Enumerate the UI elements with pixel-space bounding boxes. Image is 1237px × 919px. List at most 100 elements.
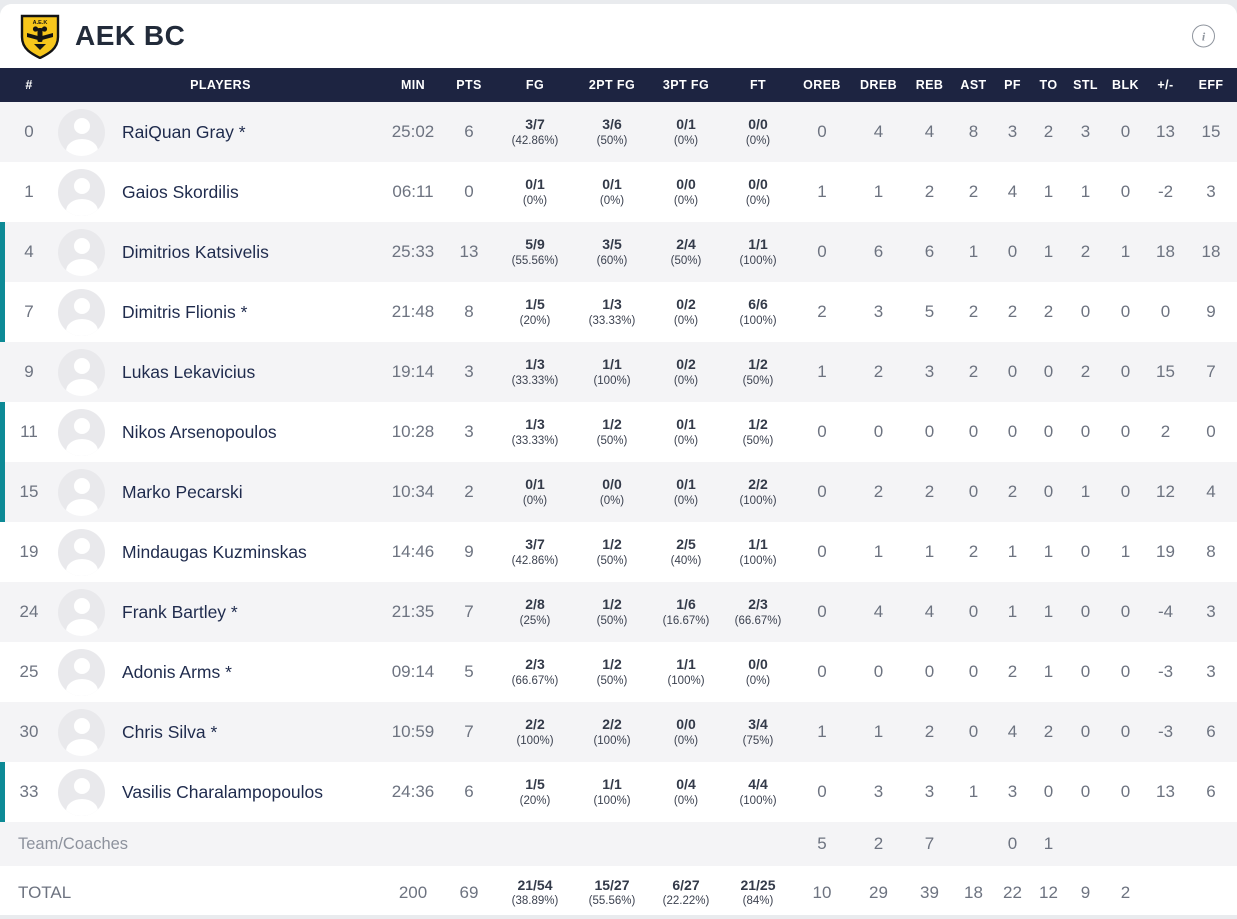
total-ft-cell-made-attempted: 21/25 xyxy=(740,876,776,893)
player-name: Adonis Arms * xyxy=(122,661,232,682)
minutes-value: 09:14 xyxy=(391,662,435,681)
fg3-cell-percentage: (16.67%) xyxy=(662,614,710,627)
oreb-value: 0 xyxy=(817,662,827,681)
column-header-blk: BLK xyxy=(1112,78,1139,92)
reb-value: 4 xyxy=(924,122,935,141)
ft-cell-made-attempted: 2/2 xyxy=(748,476,768,493)
total-label: TOTAL xyxy=(18,882,72,902)
fg3-cell: 1/6 (16.67%) xyxy=(649,596,723,628)
plus-minus-value: 19 xyxy=(1156,542,1175,561)
fg2-cell: 1/3 (33.33%) xyxy=(575,296,649,328)
player-row[interactable]: 19 Mindaugas Kuzminskas 14:46 9 3/7 (42.86%) 1… xyxy=(0,522,1237,582)
fg-cell-percentage: (0%) xyxy=(522,494,548,507)
ft-cell-percentage: (100%) xyxy=(739,554,777,567)
fg3-cell-made-attempted: 0/1 xyxy=(676,476,696,493)
ft-cell: 1/2 (50%) xyxy=(723,416,793,448)
dreb-value: 4 xyxy=(873,122,884,141)
blk-value: 1 xyxy=(1120,542,1131,561)
blk-value: 0 xyxy=(1120,122,1131,141)
oreb-value: 0 xyxy=(817,242,827,261)
svg-text:A.E.K: A.E.K xyxy=(33,20,48,26)
fg2-cell: 1/2 (50%) xyxy=(575,596,649,628)
blk-value: 0 xyxy=(1120,422,1131,441)
total-reb-value: 39 xyxy=(920,882,939,902)
fg-cell: 3/7 (42.86%) xyxy=(495,116,575,148)
eff-value: 4 xyxy=(1206,482,1216,501)
total-ast-value: 18 xyxy=(964,882,983,902)
player-row[interactable]: 25 Adonis Arms * 09:14 5 2/3 (66.67%) 1/2 (50%)… xyxy=(0,642,1237,702)
eff-value: 3 xyxy=(1206,662,1216,681)
ft-cell-made-attempted: 1/2 xyxy=(748,416,768,433)
player-cell: Marko Pecarski xyxy=(58,468,383,516)
fg3-cell-percentage: (0%) xyxy=(673,794,699,807)
player-row[interactable]: 4 Dimitrios Katsivelis 25:33 13 5/9 (55.56%) 3… xyxy=(0,222,1237,282)
points-value: 3 xyxy=(464,362,474,381)
to-value: 0 xyxy=(1043,422,1054,441)
fg2-cell-percentage: (50%) xyxy=(596,434,628,447)
stl-value: 2 xyxy=(1080,242,1091,261)
oreb-value: 1 xyxy=(817,182,827,201)
fg2-cell-made-attempted: 0/0 xyxy=(602,476,622,493)
to-value: 2 xyxy=(1043,302,1054,321)
total-dreb-value: 29 xyxy=(869,882,888,902)
fg-cell-made-attempted: 2/3 xyxy=(525,656,545,673)
player-row[interactable]: 9 Lukas Lekavicius 19:14 3 1/3 (33.33%) 1/1 (10… xyxy=(0,342,1237,402)
fg3-cell-made-attempted: 0/1 xyxy=(676,116,696,133)
pf-value: 3 xyxy=(1007,782,1018,801)
player-cell: Mindaugas Kuzminskas xyxy=(58,528,383,576)
player-cell: Dimitrios Katsivelis xyxy=(58,228,383,276)
total-fg2-cell-percentage: (55.56%) xyxy=(588,895,636,908)
pf-value: 4 xyxy=(1007,722,1018,741)
fg3-cell-percentage: (0%) xyxy=(673,134,699,147)
total-blk-value: 2 xyxy=(1120,882,1131,902)
fg3-cell: 0/2 (0%) xyxy=(649,296,723,328)
player-row[interactable]: 30 Chris Silva * 10:59 7 2/2 (100%) 2/2 (100%) 0… xyxy=(0,702,1237,762)
player-row[interactable]: 33 Vasilis Charalampopoulos 24:36 6 1/5 (20%)… xyxy=(0,762,1237,822)
info-icon[interactable]: i xyxy=(1192,24,1215,48)
player-avatar xyxy=(58,588,105,636)
blk-value: 0 xyxy=(1120,662,1131,681)
player-row[interactable]: 24 Frank Bartley * 21:35 7 2/8 (25%) 1/2 (50%) 1… xyxy=(0,582,1237,642)
to-value: 0 xyxy=(1043,482,1054,501)
fg2-cell: 0/1 (0%) xyxy=(575,176,649,208)
stl-value: 0 xyxy=(1080,782,1091,801)
total-fg2-cell-made-attempted: 15/27 xyxy=(594,876,630,893)
player-cell: Nikos Arsenopoulos xyxy=(58,408,383,456)
player-name: Dimitris Flionis * xyxy=(122,301,248,322)
ft-cell-percentage: (50%) xyxy=(742,374,774,387)
total-pf-value: 22 xyxy=(1003,882,1022,902)
fg2-cell-made-attempted: 1/2 xyxy=(602,656,622,673)
team-coaches-row: Team/Coaches 5 2 7 0 1 xyxy=(0,822,1237,866)
jersey-number: 0 xyxy=(24,122,34,141)
fg3-cell-made-attempted: 0/0 xyxy=(676,176,696,193)
player-avatar xyxy=(58,408,105,456)
fg3-cell: 0/0 (0%) xyxy=(649,176,723,208)
jersey-number: 30 xyxy=(19,722,39,741)
to-value: 1 xyxy=(1043,182,1054,201)
player-row[interactable]: 15 Marko Pecarski 10:34 2 0/1 (0%) 0/0 (0%) 0/1(… xyxy=(0,462,1237,522)
ft-cell-made-attempted: 1/1 xyxy=(748,536,768,553)
stl-value: 0 xyxy=(1080,422,1091,441)
to-value: 0 xyxy=(1043,362,1054,381)
fg2-cell-percentage: (100%) xyxy=(593,734,631,747)
column-header-to: TO xyxy=(1039,78,1058,92)
player-row[interactable]: 0 RaiQuan Gray * 25:02 6 3/7 (42.86%) 3/6 (50%)… xyxy=(0,102,1237,162)
fg-cell: 1/3 (33.33%) xyxy=(495,356,575,388)
pf-value: 4 xyxy=(1007,182,1018,201)
ast-value: 1 xyxy=(968,782,979,801)
total-fg-cell-percentage: (38.89%) xyxy=(511,895,559,908)
ft-cell-made-attempted: 1/2 xyxy=(748,356,768,373)
fg2-cell-percentage: (50%) xyxy=(596,614,628,627)
player-row[interactable]: 11 Nikos Arsenopoulos 10:28 3 1/3 (33.33%) 1/2… xyxy=(0,402,1237,462)
total-ft-cell: 21/25 (84%) xyxy=(723,877,793,909)
player-name: Marko Pecarski xyxy=(122,481,243,502)
fg-cell: 1/5 (20%) xyxy=(495,296,575,328)
to-value: 1 xyxy=(1043,242,1054,261)
player-row[interactable]: 1 Gaios Skordilis 06:11 0 0/1 (0%) 0/1 (0%) 0/0(… xyxy=(0,162,1237,222)
ft-cell-percentage: (0%) xyxy=(745,194,771,207)
player-row[interactable]: 7 Dimitris Flionis * 21:48 8 1/5 (20%) 1/3 (33.… xyxy=(0,282,1237,342)
fg-cell-made-attempted: 5/9 xyxy=(525,236,545,253)
fg3-cell-percentage: (50%) xyxy=(670,254,702,267)
total-fg3-cell: 6/27 (22.22%) xyxy=(649,877,723,909)
ft-cell-percentage: (100%) xyxy=(739,794,777,807)
